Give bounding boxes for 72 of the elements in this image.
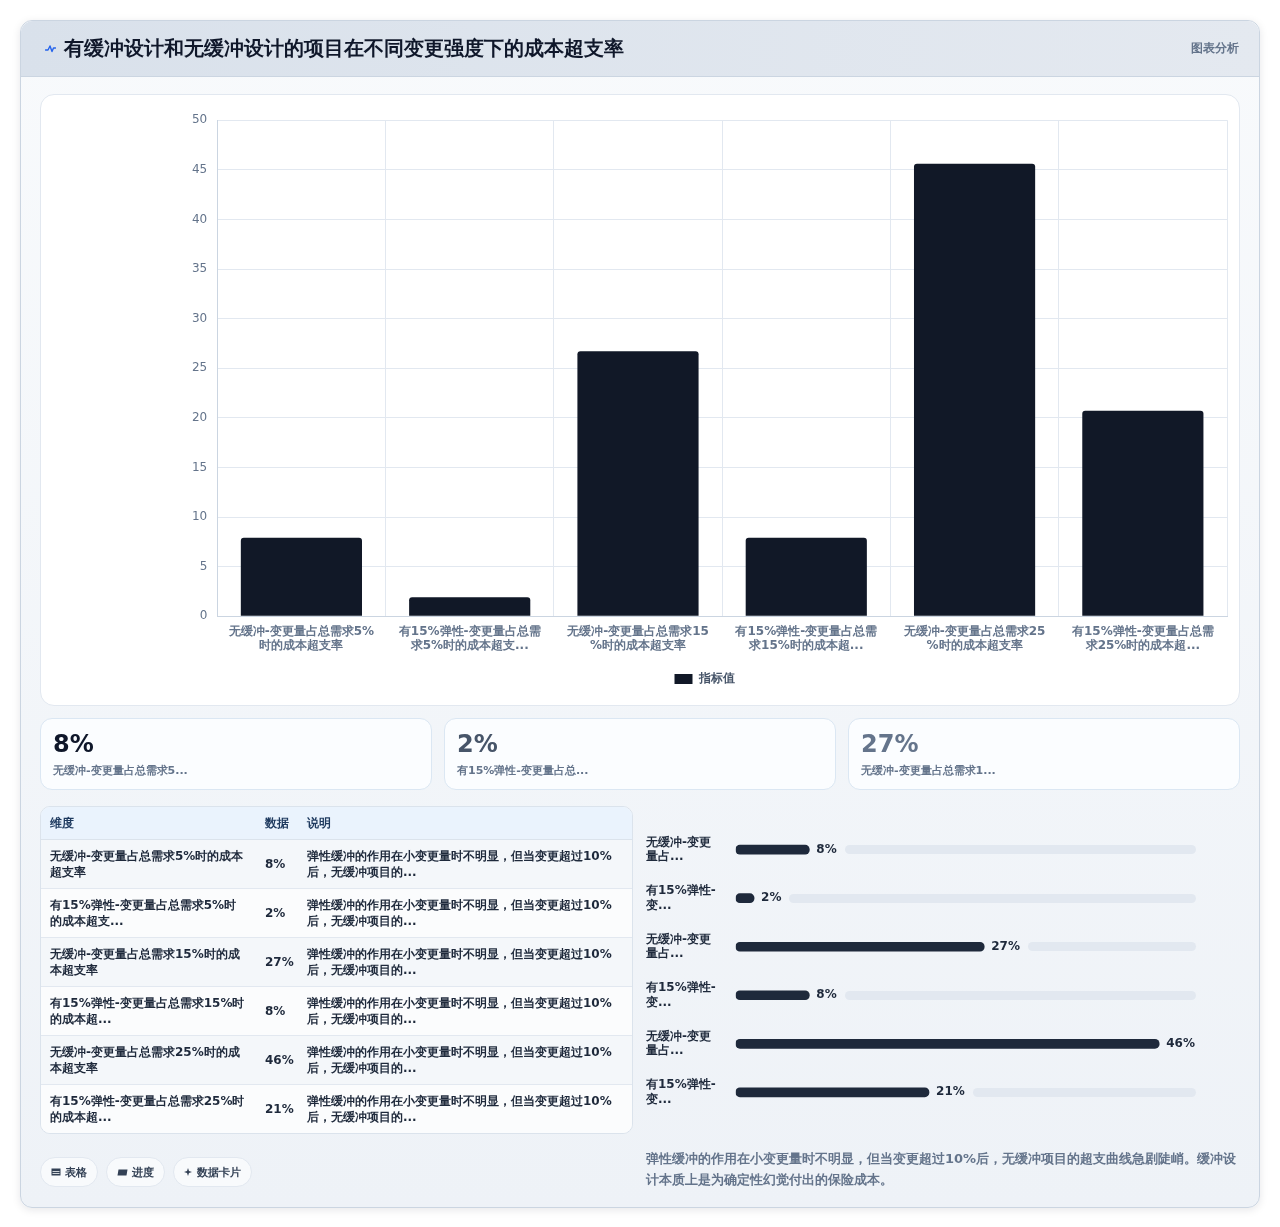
text: 46% [265,1052,295,1068]
bar [735,844,810,855]
data-label: 8% [816,987,837,1002]
x-tick-label: 有15%弹性-变更量占总需求15%时的成本超... [734,623,878,652]
x-tick-label: 有15%弹性-变更量占总需求5%时的成本超支... [397,623,541,652]
text: 无缓冲-变更量占总需求1... [861,763,997,779]
text: 21% [265,1101,295,1117]
data-label: 8% [816,841,837,856]
chart-title: 有缓冲设计和无缓冲设计的项目在不同变更强度下的成本超支率 [64,35,625,62]
bar [577,351,699,616]
y-tick-label: 20 [191,409,208,424]
x-tick-label: 无缓冲-变更量占总需求5%时的成本超支率 [227,623,375,652]
data-label: 2% [761,890,782,905]
text: 有15%弹性-变更量占总需求15%时的成本超... [49,995,246,1027]
x-tick-label: 无缓冲-变更量占总需求15%时的成本超支率 [566,623,709,652]
pill-button[interactable]: 数据卡片 [173,1157,252,1187]
y-tick-label: 有15%弹性-变... [645,883,716,912]
y-tick-label: 15 [191,459,208,474]
text: 27% [265,954,295,970]
bar [735,990,810,1001]
text: 图表分析 [1191,40,1239,57]
text: 有15%弹性-变更量占总需求5%时的成本超支... [49,897,238,929]
y-tick-label: 有15%弹性-变... [645,980,716,1009]
text: 有15%弹性-变更量占总... [457,763,590,779]
text: 2% [265,905,287,921]
bar [735,1038,1160,1049]
x-tick-label: 有15%弹性-变更量占总需求25%时的成本超... [1071,623,1214,652]
bar [735,941,985,952]
y-tick-label: 50 [191,112,208,127]
text: 弹性缓冲的作用在小变更量时不明显，但当变更超过10%后，无缓冲项目的... [307,1044,613,1076]
pill-button[interactable]: 进度 [106,1157,165,1187]
text: 有15%弹性-变更量占总需求25%时的成本超... [49,1093,246,1125]
y-tick-label: 无缓冲-变更量占... [645,834,711,863]
y-tick-label: 45 [191,161,208,176]
pill-button[interactable]: 表格 [40,1157,98,1187]
text: 27% [861,729,920,759]
y-tick-label: 无缓冲-变更量占... [645,931,711,961]
bar [735,1087,930,1098]
bar [1082,410,1204,616]
table-header: 维度 数据 说明 [41,807,632,840]
text: 2% [457,729,499,759]
data-label: 27% [991,938,1020,953]
y-tick-label: 5 [199,558,208,573]
y-tick-label: 40 [191,211,208,226]
legend-label: 指标值 [697,671,735,686]
data-label: 46% [1166,1035,1195,1050]
text: 8% [265,1003,287,1019]
bar [913,163,1036,616]
y-tick-label: 25 [191,360,208,375]
text: 弹性缓冲的作用在小变更量时不明显，但当变更超过10%后，无缓冲项目的... [307,897,613,929]
y-tick-label: 0 [199,608,208,623]
text: 弹性缓冲的作用在小变更量时不明显，但当变更超过10%后，无缓冲项目的... [307,1093,613,1125]
y-tick-label: 有15%弹性-变... [645,1077,716,1106]
text: 无缓冲-变更量占总需求15%时的成本超支率 [49,946,241,978]
text: 弹性缓冲的作用在小变更量时不明显，但当变更超过10%后，无缓冲项目的... [307,995,613,1027]
y-tick-label: 10 [191,509,208,524]
bar [240,537,362,616]
text: 无缓冲-变更量占总需求25%时的成本超支率 [49,1044,241,1076]
y-tick-label: 无缓冲-变更量占... [645,1028,711,1058]
bar [745,537,867,616]
y-tick-label: 30 [191,310,208,325]
text: 弹性缓冲的作用在小变更量时不明显，但当变更超过10%后，无缓冲项目的... [307,848,613,880]
text: 8% [53,729,95,759]
x-tick-label: 无缓冲-变更量占总需求25%时的成本超支率 [902,623,1046,652]
text: 弹性缓冲的作用在小变更量时不明显，但当变更超过10%后，无缓冲项目的超支曲线急剧陡峭。缓冲设计本质上是为确定性幻觉付出的保险成本。 [646,1150,1238,1189]
text: 8% [265,856,287,872]
data-label: 21% [936,1084,965,1099]
text: 弹性缓冲的作用在小变更量时不明显，但当变更超过10%后，无缓冲项目的... [307,946,613,978]
text: 无缓冲-变更量占总需求5%时的成本超支率 [49,848,245,880]
text: 无缓冲-变更量占总需求5... [53,763,189,779]
y-tick-label: 35 [191,261,208,276]
bar [409,597,531,616]
